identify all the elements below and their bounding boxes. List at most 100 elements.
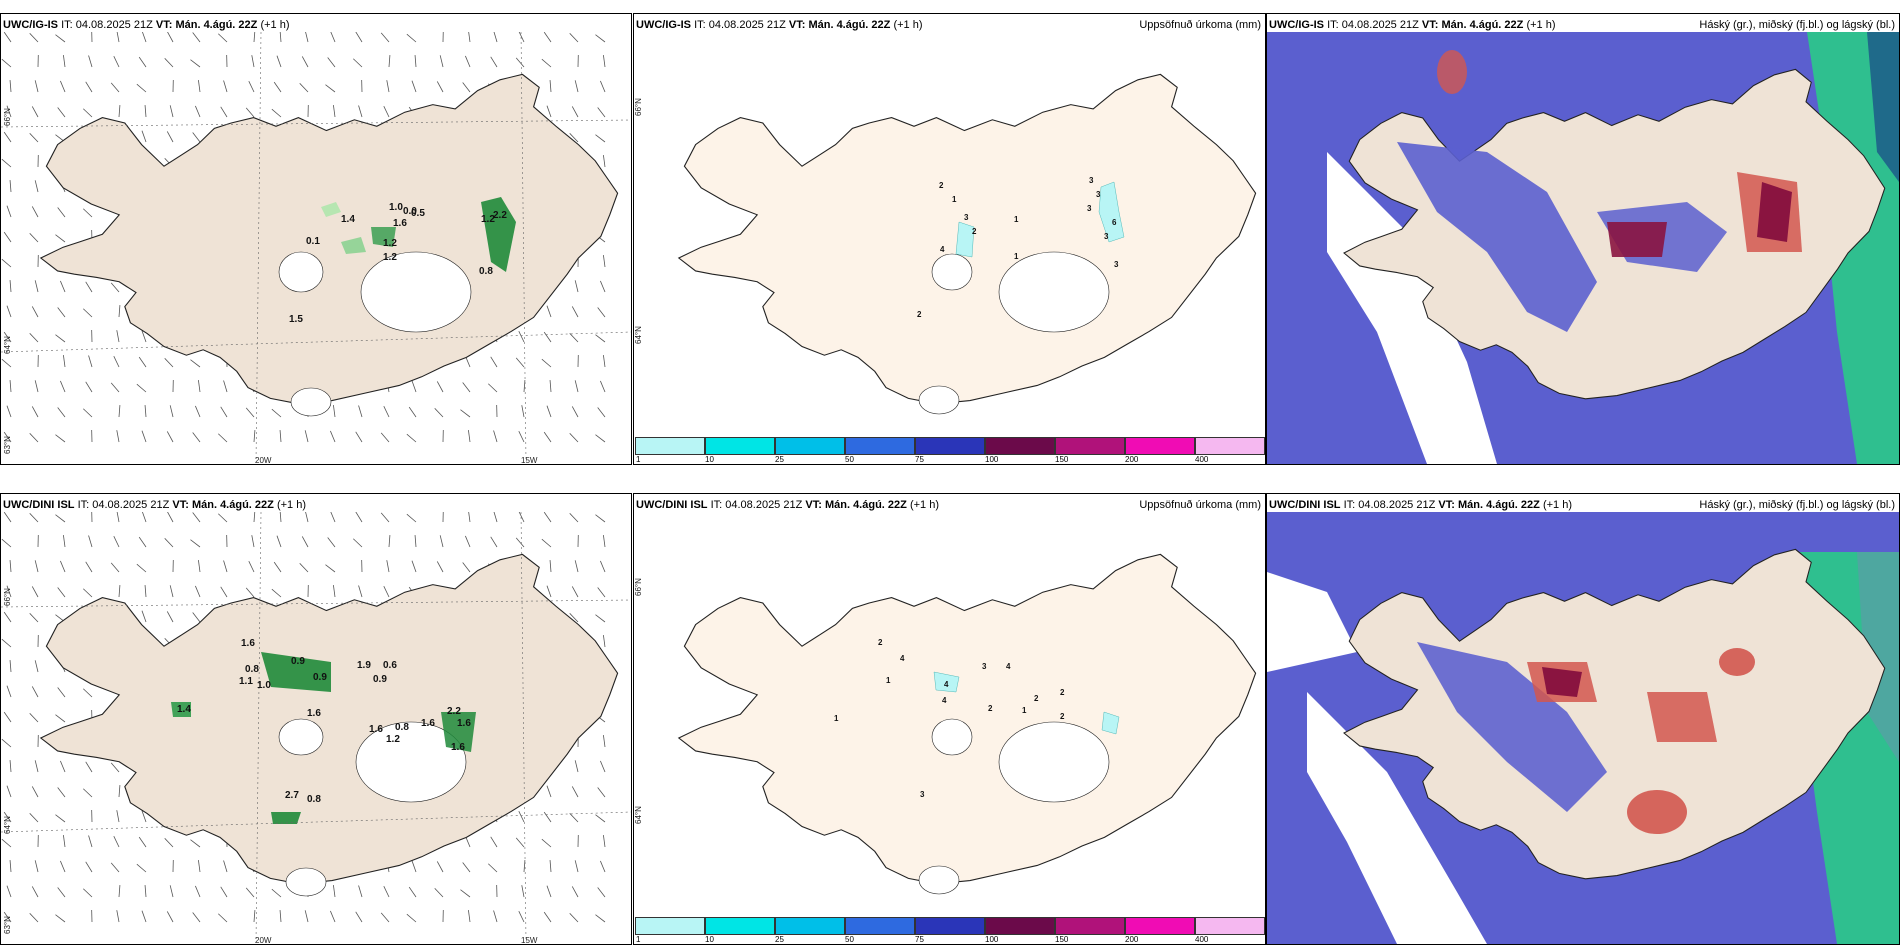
colorbar-swatch: [845, 917, 915, 935]
colorbar-swatch: [775, 437, 845, 455]
colorbar-tick: 200: [1125, 455, 1139, 464]
precip-label: 1: [834, 714, 839, 723]
colorbar-tick: 10: [705, 455, 714, 464]
rain-label: 1.1: [239, 676, 253, 687]
rain-label: 0.8: [479, 266, 493, 277]
colorbar-tick: 10: [705, 935, 714, 944]
rain-label: 1.9: [357, 660, 371, 671]
colorbar-tick: 400: [1195, 455, 1209, 464]
precip-label: 3: [964, 213, 969, 222]
colorbar-swatch: [845, 437, 915, 455]
panel-igis-clouds: UWC/IG-IS IT: 04.08.2025 21Z VT: Mán. 4.…: [1266, 13, 1900, 465]
colorbar-swatch: [775, 917, 845, 935]
rain-label: 1.4: [341, 214, 355, 225]
map-precip-igis: [634, 32, 1265, 442]
colorbar-swatch: [1125, 917, 1195, 935]
precip-label: 3: [1089, 176, 1094, 185]
panel-subtitle: Uppsöfnuð úrkoma (mm): [1139, 499, 1261, 511]
rain-label: 1.0: [389, 202, 403, 213]
lat-label: 66°N: [634, 578, 643, 596]
colorbar-swatch: [1055, 437, 1125, 455]
map-wind-igis: [1, 32, 631, 462]
colorbar-swatch: [985, 917, 1055, 935]
precip-label: 1: [952, 195, 957, 204]
lat-label: 63°N: [3, 916, 12, 934]
panel-title: UWC/IG-IS IT: 04.08.2025 21Z VT: Mán. 4.…: [636, 19, 923, 31]
rain-label: 1.2: [383, 252, 397, 263]
colorbar-swatch: [705, 437, 775, 455]
rain-label: 0.9: [373, 674, 387, 685]
rain-label: 1.6: [369, 724, 383, 735]
panel-title: UWC/IG-IS IT: 04.08.2025 21Z VT: Mán. 4.…: [3, 19, 290, 31]
panel-dini-precip: UWC/DINI ISL IT: 04.08.2025 21Z VT: Mán.…: [633, 493, 1266, 945]
panel-title: UWC/DINI ISL IT: 04.08.2025 21Z VT: Mán.…: [1269, 499, 1572, 511]
lat-label: 66°N: [3, 588, 12, 606]
colorbar-swatch: [915, 917, 985, 935]
panel-title: UWC/DINI ISL IT: 04.08.2025 21Z VT: Mán.…: [636, 499, 939, 511]
rain-label: 0.9: [291, 656, 305, 667]
colorbar-swatch: [915, 437, 985, 455]
rain-label: 2.2: [493, 210, 507, 221]
lat-label: 63°N: [3, 436, 12, 454]
rain-label: 1.0: [257, 680, 271, 691]
panel-igis-precip: UWC/IG-IS IT: 04.08.2025 21Z VT: Mán. 4.…: [633, 13, 1266, 465]
colorbar-tick: 50: [845, 935, 854, 944]
lon-label: 20W: [255, 456, 272, 465]
precip-label: 2: [1060, 688, 1065, 697]
precip-label: 4: [1006, 662, 1011, 671]
colorbar-tick: 400: [1195, 935, 1209, 944]
precip-label: 1: [1014, 252, 1019, 261]
precip-label: 2: [878, 638, 883, 647]
lon-label: 20W: [255, 936, 272, 945]
precip-label: 3: [1096, 190, 1101, 199]
rain-label: 2.2: [447, 706, 461, 717]
panel-subtitle: Háský (gr.), miðský (fj.bl.) og lágský (…: [1699, 19, 1895, 31]
precip-label: 1: [886, 676, 891, 685]
precip-label: 2: [939, 181, 944, 190]
rain-label: 1.6: [421, 718, 435, 729]
rain-label: 1.6: [457, 718, 471, 729]
precip-label: 3: [1087, 204, 1092, 213]
colorbar-swatch: [1195, 437, 1265, 455]
rain-label: 1.6: [307, 708, 321, 719]
rain-label: 0.8: [395, 722, 409, 733]
colorbar-tick: 100: [985, 455, 999, 464]
precip-label: 1: [1022, 706, 1027, 715]
rain-label: 1.6: [451, 742, 465, 753]
map-clouds-igis: [1267, 32, 1899, 464]
precip-label: 2: [1060, 712, 1065, 721]
precip-label: 2: [988, 704, 993, 713]
rain-label: 1.2: [383, 238, 397, 249]
precip-label: 2: [1034, 694, 1039, 703]
rain-label: 0.8: [307, 794, 321, 805]
map-clouds-dini: [1267, 512, 1899, 944]
precip-colorbar: 1 10 25 50 75 100 150 200 400: [635, 437, 1265, 464]
colorbar-swatch: [1125, 437, 1195, 455]
rain-label: 2.7: [285, 790, 299, 801]
precip-label: 3: [1104, 232, 1109, 241]
rain-label: 1.2: [386, 734, 400, 745]
precip-label: 3: [1114, 260, 1119, 269]
map-wind-dini: [1, 512, 631, 942]
colorbar-swatch: [705, 917, 775, 935]
panel-title: UWC/DINI ISL IT: 04.08.2025 21Z VT: Mán.…: [3, 499, 306, 511]
colorbar-swatch: [1055, 917, 1125, 935]
panel-subtitle: Háský (gr.), miðský (fj.bl.) og lágský (…: [1699, 499, 1895, 511]
rain-label: 0.6: [383, 660, 397, 671]
rain-label: 0.0: [403, 206, 417, 217]
lon-label: 15W: [521, 456, 538, 465]
rain-label: 0.8: [245, 664, 259, 675]
colorbar-tick: 50: [845, 455, 854, 464]
colorbar-swatch: [1195, 917, 1265, 935]
rain-label: 1.6: [393, 218, 407, 229]
colorbar-swatch: [635, 437, 705, 455]
precip-label: 2: [972, 227, 977, 236]
lat-label: 64°N: [634, 806, 643, 824]
panel-subtitle: Uppsöfnuð úrkoma (mm): [1139, 19, 1261, 31]
precip-label: 4: [900, 654, 905, 663]
lat-label: 64°N: [3, 816, 12, 834]
rain-label: 1.4: [177, 704, 191, 715]
colorbar-tick: 25: [775, 935, 784, 944]
colorbar-swatch: [985, 437, 1055, 455]
precip-label: 3: [920, 790, 925, 799]
